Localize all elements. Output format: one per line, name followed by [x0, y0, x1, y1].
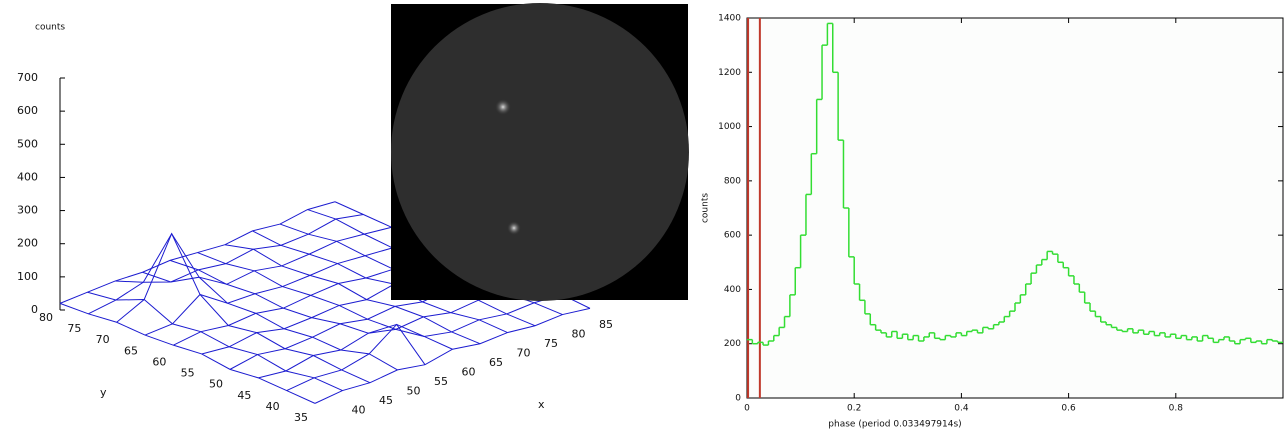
- y-tick-label: 75: [67, 322, 81, 335]
- y-tick-label: 600: [724, 231, 741, 241]
- z-tick-label: 400: [17, 170, 38, 183]
- z-tick-label: 300: [17, 204, 38, 217]
- surface-row: [144, 233, 421, 336]
- z-axis-label: counts: [35, 23, 65, 33]
- y-tick-label: 400: [724, 285, 741, 295]
- y-tick-label: 0: [735, 394, 741, 404]
- y-tick-label: 70: [96, 333, 110, 346]
- x-tick-label: 0.8: [1169, 404, 1184, 414]
- x-axis-label: x: [538, 398, 545, 411]
- y-tick-label: 1400: [718, 14, 741, 24]
- surface-column: [59, 302, 316, 404]
- x-tick-label: 75: [544, 337, 558, 350]
- x-tick-label: 0.6: [1061, 404, 1076, 414]
- y-tick-label: 65: [124, 344, 138, 357]
- y-tick-label: 60: [152, 355, 166, 368]
- x-tick-label: 60: [462, 366, 476, 379]
- surface-column: [224, 244, 481, 345]
- surface-column: [142, 271, 398, 371]
- z-tick-label: 600: [17, 104, 38, 117]
- surface-row: [314, 307, 591, 404]
- y-tick-label: 55: [181, 367, 195, 380]
- surface-column: [252, 230, 508, 334]
- x-tick-label: 40: [352, 404, 366, 417]
- y-tick-label: 80: [39, 311, 53, 324]
- y-tick-label: 1000: [718, 122, 741, 132]
- z-tick-label: 0: [31, 303, 38, 316]
- y-tick-label: 50: [209, 378, 223, 391]
- detector-disk: [391, 3, 689, 301]
- x-tick-label: 80: [572, 328, 586, 341]
- z-tick-label: 200: [17, 237, 38, 250]
- y-tick-label: 200: [724, 339, 741, 349]
- surface-column: [114, 232, 371, 384]
- y-tick-label: 800: [724, 176, 741, 186]
- surface-column: [169, 259, 426, 365]
- y-tick-label: 35: [294, 411, 308, 424]
- plot-area: [746, 17, 1284, 399]
- y-axis-label: y: [100, 386, 107, 399]
- source-spot: [507, 221, 521, 235]
- surface-row: [116, 226, 392, 323]
- surface-column: [87, 291, 343, 392]
- sky-image: [391, 3, 689, 301]
- z-tick-label: 700: [17, 71, 38, 84]
- x-tick-label: 70: [517, 347, 531, 360]
- x-tick-label: 50: [407, 385, 421, 398]
- x-axis-label: phase (period 0.033497914s): [828, 420, 961, 430]
- x-tick-label: 85: [599, 318, 613, 331]
- y-tick-label: 45: [237, 389, 251, 402]
- phase-histogram: 0 200 400 600 800 1000 1200 1400 0 0.2 0.4 0.6 0.8 ph…: [701, 14, 1284, 430]
- z-tick-label: 500: [17, 137, 38, 150]
- x-tick-label: 45: [379, 394, 393, 407]
- y-tick-label: 40: [266, 400, 280, 413]
- x-tick-label: 0.4: [954, 404, 969, 414]
- surface-row: [286, 294, 562, 392]
- x-tick-label: 0.2: [847, 404, 861, 414]
- x-tick-label: 65: [489, 356, 503, 369]
- y-tick-label: 1200: [718, 68, 741, 78]
- x-tick-label: 0: [744, 404, 750, 414]
- surface-column: [197, 252, 453, 350]
- y-axis-label: counts: [701, 193, 711, 223]
- x-tick-label: 55: [434, 375, 448, 388]
- z-tick-label: 100: [17, 270, 38, 283]
- source-spot: [495, 99, 511, 115]
